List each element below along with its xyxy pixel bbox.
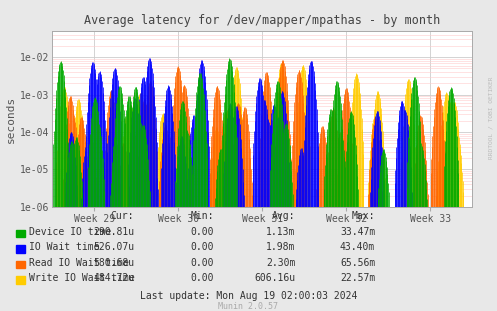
Text: 580.68u: 580.68u (93, 258, 134, 268)
Text: Write IO Wait time: Write IO Wait time (29, 273, 135, 283)
Text: 65.56m: 65.56m (340, 258, 375, 268)
Text: 43.40m: 43.40m (340, 242, 375, 252)
Text: 1.13m: 1.13m (266, 227, 296, 237)
Title: Average latency for /dev/mapper/mpathas - by month: Average latency for /dev/mapper/mpathas … (84, 14, 440, 27)
Text: 0.00: 0.00 (190, 227, 214, 237)
Text: Read IO Wait time: Read IO Wait time (29, 258, 129, 268)
Text: Min:: Min: (190, 211, 214, 221)
Y-axis label: seconds: seconds (6, 95, 16, 142)
Text: 2.30m: 2.30m (266, 258, 296, 268)
Text: 0.00: 0.00 (190, 258, 214, 268)
Text: 33.47m: 33.47m (340, 227, 375, 237)
Text: 526.07u: 526.07u (93, 242, 134, 252)
Text: RRDTOOL / TOBI OETIKER: RRDTOOL / TOBI OETIKER (489, 77, 494, 160)
Text: Munin 2.0.57: Munin 2.0.57 (219, 302, 278, 311)
Text: 290.81u: 290.81u (93, 227, 134, 237)
Text: 0.00: 0.00 (190, 273, 214, 283)
Text: 0.00: 0.00 (190, 242, 214, 252)
Text: 484.72u: 484.72u (93, 273, 134, 283)
Text: 22.57m: 22.57m (340, 273, 375, 283)
Text: Max:: Max: (352, 211, 375, 221)
Text: Device IO time: Device IO time (29, 227, 111, 237)
Text: Last update: Mon Aug 19 02:00:03 2024: Last update: Mon Aug 19 02:00:03 2024 (140, 291, 357, 301)
Text: IO Wait time: IO Wait time (29, 242, 99, 252)
Text: Avg:: Avg: (272, 211, 296, 221)
Text: 606.16u: 606.16u (254, 273, 296, 283)
Text: Cur:: Cur: (111, 211, 134, 221)
Text: 1.98m: 1.98m (266, 242, 296, 252)
